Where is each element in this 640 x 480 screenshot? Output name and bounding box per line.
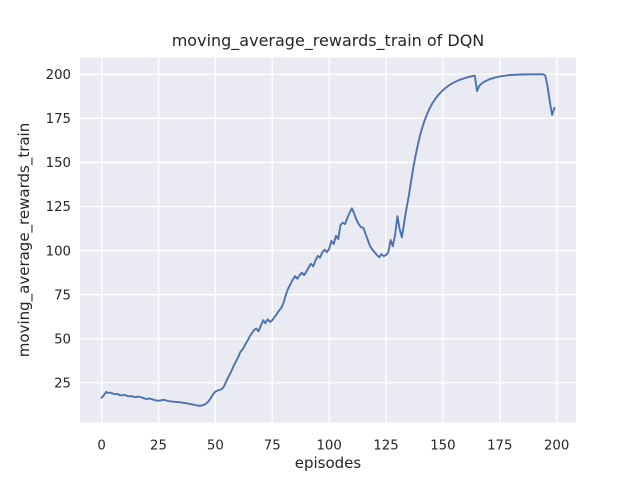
x-tick-label: 175 [487, 439, 512, 454]
series-line [100, 73, 556, 407]
y-tick-labels: 25 50 75 100 125 150 175 200 [46, 68, 71, 391]
y-tick-label: 100 [46, 244, 71, 259]
x-tick-label: 200 [544, 439, 569, 454]
y-tick-label: 75 [54, 288, 71, 303]
x-tick-label: 50 [207, 439, 224, 454]
chart-title: moving_average_rewards_train of DQN [172, 31, 485, 51]
x-tick-label: 25 [150, 439, 167, 454]
x-tick-label: 0 [97, 439, 105, 454]
x-tick-label: 75 [264, 439, 281, 454]
y-axis-label: moving_average_rewards_train [15, 123, 34, 357]
x-axis-label: episodes [295, 454, 362, 472]
y-tick-label: 25 [54, 376, 71, 391]
y-tick-label: 175 [46, 112, 71, 127]
plot-background [80, 57, 576, 423]
x-tick-labels: 0 25 50 75 100 125 150 175 200 [97, 439, 569, 454]
x-tick-label: 125 [373, 439, 398, 454]
y-tick-label: 150 [46, 156, 71, 171]
y-tick-label: 125 [46, 200, 71, 215]
x-tick-label: 150 [430, 439, 455, 454]
y-tick-label: 200 [46, 68, 71, 83]
data-series [100, 73, 556, 407]
plot-area [80, 57, 576, 423]
x-tick-label: 100 [316, 439, 341, 454]
y-tick-label: 50 [54, 332, 71, 347]
